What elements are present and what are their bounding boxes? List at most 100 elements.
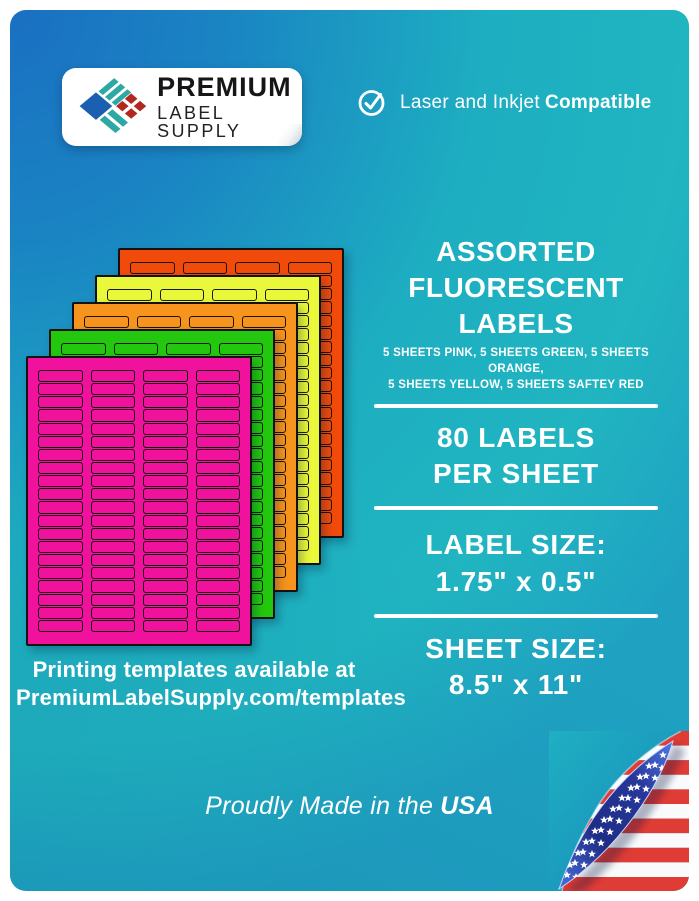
divider: [374, 613, 658, 618]
compatibility-row: Laser and Inkjet Compatible: [356, 86, 651, 119]
compatibility-text: Laser and Inkjet Compatible: [400, 92, 651, 114]
label-cell: [159, 289, 204, 302]
divider: [374, 403, 658, 408]
label-cell: [90, 606, 135, 619]
label-cell: [90, 475, 135, 488]
label-cell: [143, 554, 188, 567]
label-cell: [195, 383, 240, 396]
label-cell: [143, 409, 188, 422]
label-cell: [38, 580, 83, 593]
label-cell: [143, 501, 188, 514]
flag-page-teal: [549, 731, 681, 891]
label-cell: [287, 262, 332, 275]
compatibility-bold: Compatible: [545, 91, 652, 113]
label-cell: [84, 316, 129, 329]
label-cell: [38, 383, 83, 396]
contents-note-line2: 5 SHEETS YELLOW, 5 SHEETS SAFTEY RED: [388, 379, 644, 391]
label-cell: [143, 396, 188, 409]
spec-count-line2: PER SHEET: [433, 457, 599, 489]
spec-label-size-line2: 1.75" x 0.5": [435, 565, 597, 597]
label-cell: [38, 422, 83, 435]
label-cell: [143, 593, 188, 606]
label-cell: [38, 514, 83, 527]
label-cell: [143, 475, 188, 488]
label-cell: [143, 435, 188, 448]
label-cell: [235, 262, 280, 275]
label-cell: [38, 488, 83, 501]
label-cell: [195, 409, 240, 422]
label-cell: [90, 383, 135, 396]
label-cell: [38, 527, 83, 540]
label-cell: [38, 396, 83, 409]
label-cell: [195, 606, 240, 619]
templates-note-line1: Printing templates available at: [32, 657, 356, 682]
label-cell: [90, 567, 135, 580]
footer-bold: USA: [440, 792, 494, 820]
label-cell: [195, 475, 240, 488]
label-cell: [90, 488, 135, 501]
label-cell: [143, 606, 188, 619]
label-cell: [195, 488, 240, 501]
label-cell: [90, 448, 135, 462]
headline-line1: ASSORTED: [436, 236, 596, 267]
label-cell: [195, 619, 240, 632]
label-cell: [38, 448, 83, 462]
label-cell: [195, 370, 240, 383]
brand-name: PREMIUM LABEL SUPPLY: [157, 74, 302, 141]
label-cell: [143, 527, 188, 540]
label-cell: [195, 514, 240, 527]
headline-line2: FLUORESCENT LABELS: [408, 272, 624, 339]
spec-count-line1: 80 LABELS: [436, 421, 596, 453]
label-cell: [195, 396, 240, 409]
label-sheets-stack: [10, 10, 689, 891]
gradient-background: PREMIUM LABEL SUPPLY Laser and Inkjet Com…: [10, 10, 689, 891]
label-cell: [113, 343, 158, 356]
templates-note: Printing templates available at PremiumL…: [16, 656, 406, 712]
label-cell: [136, 316, 181, 329]
footer-prefix: Proudly Made in the: [205, 792, 434, 820]
compatibility-regular: Laser and Inkjet: [400, 91, 540, 113]
divider: [374, 505, 658, 510]
label-cell: [38, 501, 83, 514]
label-cell: [90, 435, 135, 448]
label-cell: [143, 370, 188, 383]
label-cell: [195, 462, 240, 475]
label-cell: [61, 343, 106, 356]
contents-note-line1: 5 SHEETS PINK, 5 SHEETS GREEN, 5 SHEETS …: [382, 347, 650, 375]
label-cell: [143, 619, 188, 632]
label-cell: [130, 262, 175, 275]
label-cell: [218, 343, 263, 356]
label-cell: [166, 343, 211, 356]
label-cell: [90, 593, 135, 606]
label-cell: [195, 448, 240, 462]
label-cell: [195, 567, 240, 580]
label-cell: [143, 514, 188, 527]
label-cell: [90, 554, 135, 567]
made-in-usa-text: Proudly Made in the USA: [10, 792, 689, 821]
label-cell: [195, 501, 240, 514]
label-cell: [38, 435, 83, 448]
label-cell: [212, 289, 257, 302]
label-cell: [38, 567, 83, 580]
label-cell: [195, 435, 240, 448]
label-cell: [264, 289, 309, 302]
label-cell: [195, 554, 240, 567]
product-info-panel: ASSORTED FLUORESCENT LABELS 5 SHEETS PIN…: [360, 234, 672, 703]
label-cell: [38, 370, 83, 383]
label-cell: [90, 422, 135, 435]
label-cell: [90, 409, 135, 422]
brand-name-bottom: LABEL SUPPLY: [157, 103, 242, 141]
label-cell: [90, 619, 135, 632]
label-cell: [90, 527, 135, 540]
check-circle-icon: [358, 90, 385, 116]
label-cell: [90, 501, 135, 514]
label-cell: [195, 422, 240, 435]
label-cell: [90, 580, 135, 593]
label-cell: [143, 462, 188, 475]
brand-logo-icon: [79, 78, 147, 134]
label-cell: [90, 514, 135, 527]
label-cell: [38, 462, 83, 475]
label-cell: [90, 540, 135, 554]
label-cell: [38, 475, 83, 488]
